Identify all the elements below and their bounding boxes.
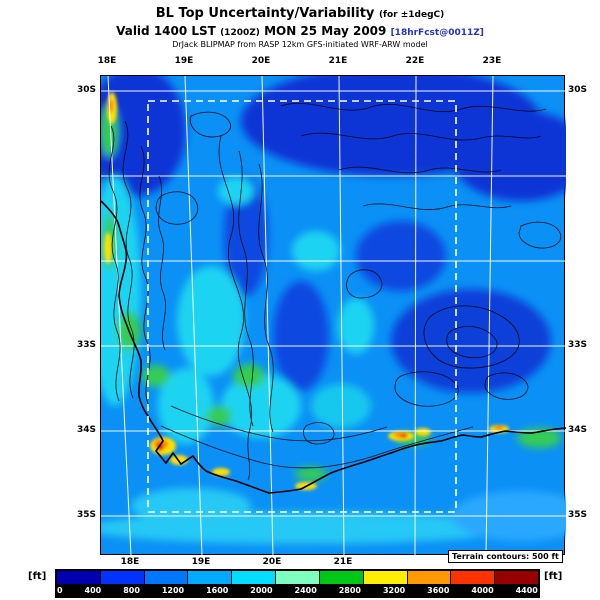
lon-label-top: 23E [482,56,502,66]
page-title: BL Top Uncertainty/Variability (for ±1de… [0,6,600,21]
colorbar-segment [232,571,276,584]
valid-zulu: (1200Z) [220,28,260,38]
colorbar-segment [57,571,100,584]
lon-label-top: 18E [97,56,117,66]
colorbar-tick-label: 0 [57,586,63,595]
lon-label-bottom: 19E [191,557,211,567]
colorbar-tick-label: 2000 [250,586,273,595]
map-canvas [100,75,566,556]
lon-label-top: 20E [251,56,271,66]
colorbar-unit-left: [ft] [28,571,47,582]
lat-label-left: 33S [76,340,96,350]
lat-label-left: 35S [76,510,96,520]
lat-label-right: 34S [568,425,588,435]
lat-label-left: 34S [76,425,96,435]
title-note: (for ±1degC) [378,10,445,20]
lon-label-bottom: 18E [120,557,140,567]
colorbar-ticks: 0 400 800 1200 1600 2000 2400 2800 3200 3600 4000 4… [55,584,540,595]
lon-label-top: 22E [405,56,425,66]
coastline [101,200,566,494]
colorbar-tick-label: 3200 [382,586,406,595]
valid-date: MON 25 May 2009 [264,24,387,38]
colorbar-tick-label: 2400 [294,586,317,595]
colorbar-segments [57,571,538,584]
valid-time-line: Valid 1400 LST (1200Z) MON 25 May 2009 [… [0,24,600,38]
colorbar-segment [407,571,451,584]
colorbar-tick-label: 400 [84,586,102,595]
lat-label-left: 30S [76,85,96,95]
colorbar-segment [451,571,495,584]
colorbar-unit-right: [ft] [544,571,563,582]
colorbar-segment [495,571,538,584]
colorbar-tick-label: 3600 [427,586,450,595]
lat-label-right: 35S [568,510,588,520]
colorbar-segment [100,571,144,584]
colorbar-segment [363,571,407,584]
lon-label-bottom: 20E [262,557,282,567]
colorbar-tick-label: 1600 [206,586,229,595]
map-plot [101,76,566,556]
model-attribution: DrJack BLIPMAP from RASP 12km GFS-initia… [172,40,428,49]
colorbar-tick-label: 4400 [515,586,538,595]
colorbar-tick-label: 1200 [161,586,185,595]
colorbar: 0 400 800 1200 1600 2000 2400 2800 3200 3600 4000 4… [55,569,540,598]
lat-label-right: 30S [568,85,588,95]
colorbar-tick-label: 4000 [471,586,494,595]
valid-prefix: Valid 1400 LST [116,24,216,38]
terrain-contours [108,102,562,481]
lon-label-top: 19E [174,56,194,66]
colorbar-segment [188,571,232,584]
title-text: BL Top Uncertainty/Variability [155,6,375,21]
terrain-contour-note: Terrain contours: 500 ft [448,550,563,563]
lat-lon-grid [101,76,566,556]
lon-label-bottom: 21E [333,557,353,567]
colorbar-segment [276,571,319,584]
colorbar-segment [319,571,363,584]
lat-label-right: 33S [568,340,588,350]
colorbar-segment [144,571,188,584]
colorbar-tick-label: 2800 [338,586,361,595]
terrain-color-field [101,76,566,544]
colorbar-tick-label: 800 [123,586,140,595]
forecast-tag: [18hrFcst@0011Z] [390,28,484,38]
lon-label-top: 21E [328,56,348,66]
